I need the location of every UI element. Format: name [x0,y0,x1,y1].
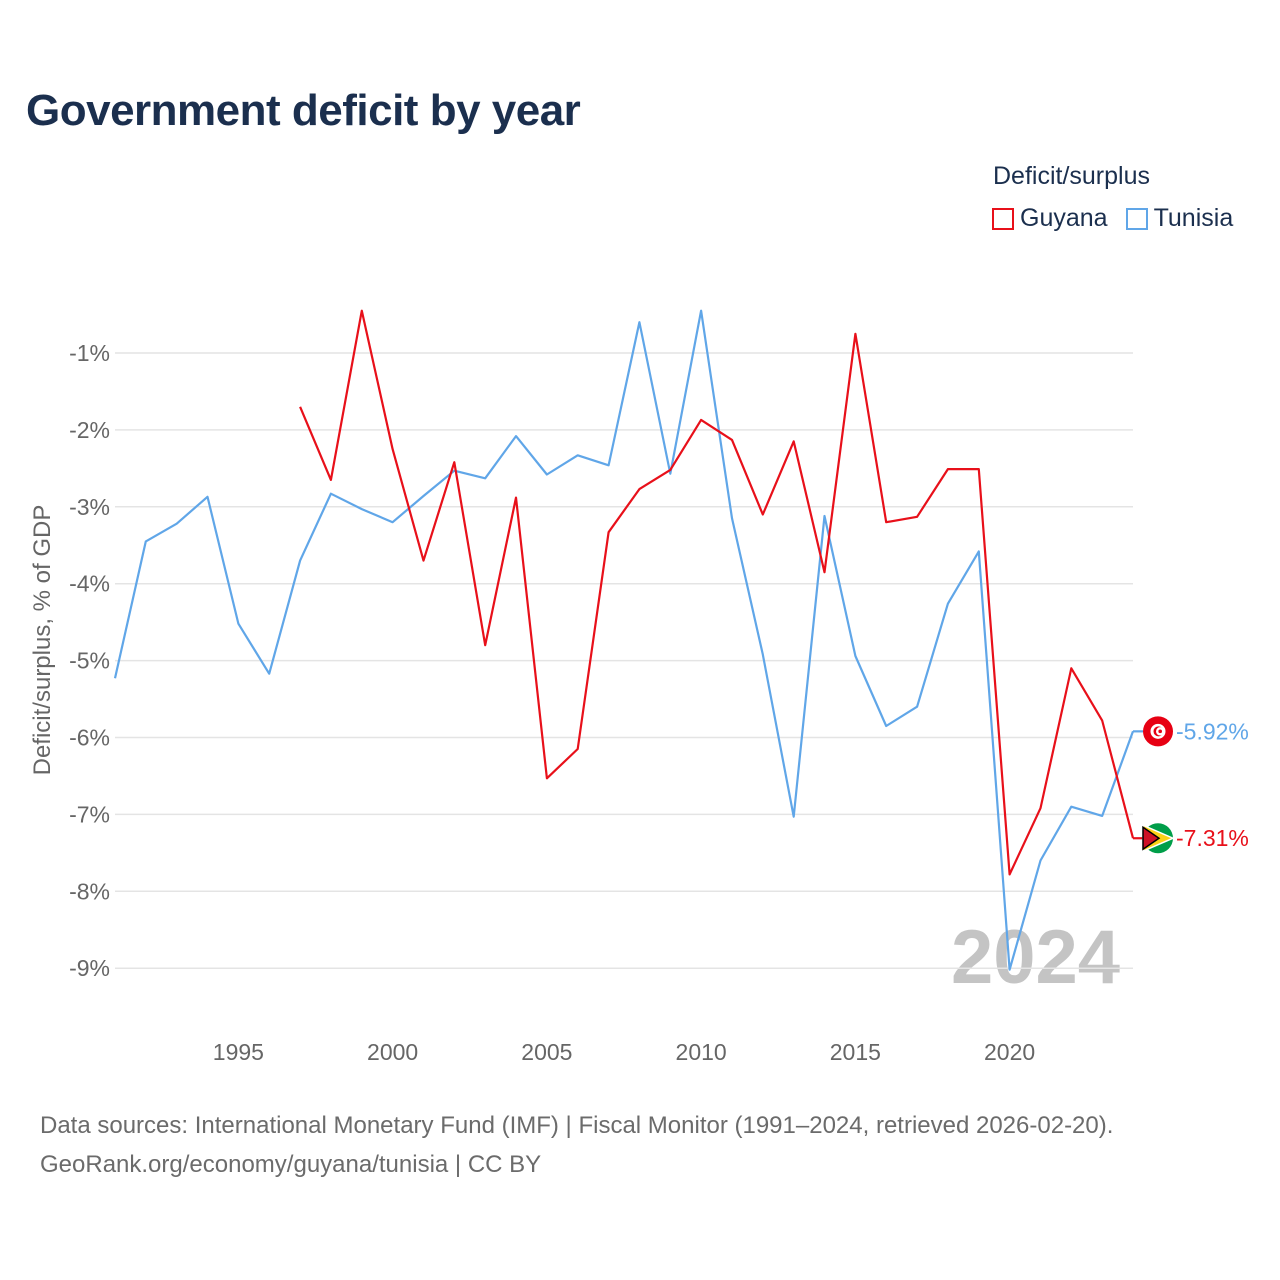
x-tick-label: 2020 [984,1039,1035,1065]
legend-item-guyana[interactable]: Guyana [992,204,1108,233]
y-tick-label: -8% [69,878,110,904]
x-tick-label: 2010 [676,1039,727,1065]
y-tick-label: -3% [69,494,110,520]
end-label-tunisia: -5.92% [1176,718,1249,744]
x-tick-label: 2005 [521,1039,572,1065]
y-tick-label: -1% [69,340,110,366]
footer-link[interactable]: GeoRank.org/economy/guyana/tunisia | CC … [40,1151,542,1178]
footer-sources: Data sources: International Monetary Fun… [40,1112,1114,1139]
series-line-tunisia [113,309,1135,971]
y-axis-ticks: -1% -2% -3% -4% -5% -6% -7% -8% -9% [69,340,110,981]
tunisia-flag-icon [1143,716,1173,747]
flag-star [1158,729,1162,734]
y-tick-label: -7% [69,801,110,827]
legend-item-tunisia[interactable]: Tunisia [1125,204,1234,233]
y-tick-label: -6% [69,725,110,751]
legend-title: Deficit/surplus [993,162,1150,190]
legend-label-tunisia: Tunisia [1153,204,1234,232]
x-tick-label: 1995 [213,1039,264,1065]
legend-swatch-guyana [992,207,1014,230]
series-line-guyana [299,309,1135,876]
y-tick-label: -4% [69,571,110,597]
legend: Guyana Tunisia [992,204,1233,233]
end-label-guyana: -7.31% [1176,825,1249,851]
x-tick-label: 2000 [367,1039,418,1065]
y-axis-label: Deficit/surplus, % of GDP [29,505,56,776]
end-markers: -7.31% -5.92% [1133,716,1249,854]
year-watermark: 2024 [951,915,1120,1000]
y-tick-label: -9% [69,955,110,981]
series-lines [113,309,1135,971]
x-axis-ticks: 1995 2000 2005 2010 2015 2020 [213,1039,1035,1065]
y-tick-label: -5% [69,648,110,674]
footer: Data sources: International Monetary Fun… [40,1106,1113,1184]
grid-lines [115,352,1133,969]
y-tick-label: -2% [69,417,110,443]
legend-label-guyana: Guyana [1020,204,1108,232]
flag-triangle [1142,825,1161,851]
chart-title: Government deficit by year [26,86,581,135]
legend-swatch-tunisia [1125,207,1148,230]
x-tick-label: 2015 [830,1039,881,1065]
guyana-flag-icon [1142,823,1175,854]
